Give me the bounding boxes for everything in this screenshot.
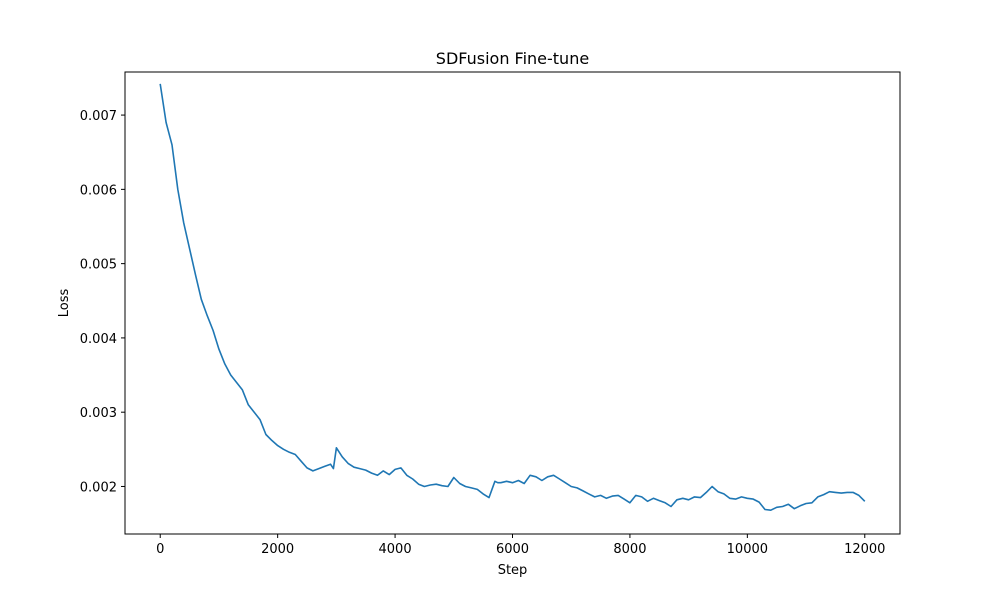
chart-title: SDFusion Fine-tune [436, 49, 589, 68]
x-tick-label: 0 [156, 542, 164, 557]
y-tick-label: 0.002 [80, 480, 117, 495]
plot-frame [124, 71, 901, 535]
x-tick-label: 6000 [496, 542, 529, 557]
y-tick-label: 0.006 [80, 183, 117, 198]
y-tick-label: 0.005 [80, 258, 117, 273]
x-tick-label: 10000 [727, 542, 768, 557]
y-axis-label: Loss [57, 289, 72, 318]
y-axis-ticks: 0.002 0.003 0.004 0.005 0.006 0.007 [80, 109, 125, 495]
x-axis-label: Step [498, 563, 528, 578]
plot-layer [159, 83, 866, 511]
x-axis-ticks: 0 2000 4000 6000 8000 10000 12000 [156, 534, 885, 557]
loss-series-line [159, 83, 866, 511]
y-tick-label: 0.007 [80, 109, 117, 124]
y-tick-label: 0.003 [80, 406, 117, 421]
x-tick-label: 2000 [261, 542, 294, 557]
x-tick-label: 12000 [844, 542, 885, 557]
y-tick-label: 0.004 [80, 332, 117, 347]
x-tick-label: 4000 [379, 542, 412, 557]
x-tick-label: 8000 [613, 542, 646, 557]
